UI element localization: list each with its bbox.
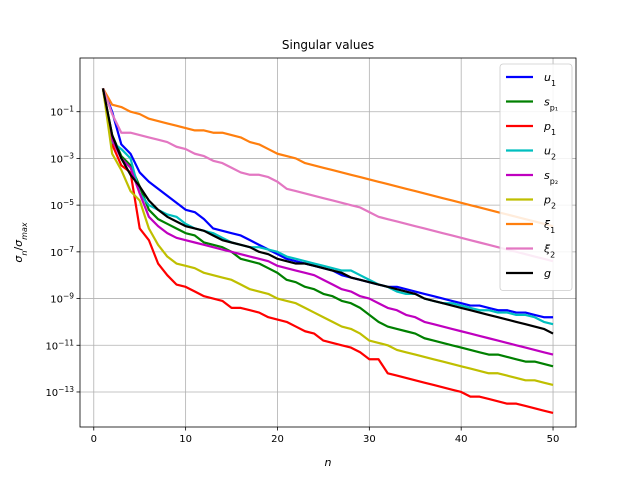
series-line-6 [102,87,554,228]
y-label-numerator-sub: n [20,251,29,256]
legend-label-name: p [543,120,551,133]
x-axis-ticks: 0 10 20 30 40 50 [91,427,560,445]
y-tick-label: 10−11 [45,338,74,353]
grid [80,58,576,427]
y-tick-exponent: −11 [58,338,74,347]
y-tick-base: 10 [50,154,63,165]
legend-label-name: s [544,96,550,109]
legend-box [499,63,573,291]
legend-label-name: u [544,71,551,84]
legend-label-subscript: 2 [551,152,556,161]
y-tick-label: 10−9 [50,291,74,306]
y-tick-label: 10−13 [45,384,74,399]
y-label-numerator: σ [12,255,25,263]
series-line-8 [101,88,554,335]
legend-label-subscript: p₂ [550,177,558,186]
legend-label: u1 [544,71,556,88]
x-tick-label: 20 [271,434,284,445]
legend-label-name: ξ [543,218,551,231]
y-tick-exponent: −3 [63,151,74,160]
series-line-7 [101,87,554,263]
y-tick-label: 10−3 [50,151,74,166]
legend-label-subscript: 1 [551,79,556,88]
y-tick-label: 10−1 [50,104,74,119]
x-axis-label: n [325,456,332,469]
legend-label: p1 [543,120,556,137]
plot-frame [79,57,577,428]
y-tick-exponent: −9 [63,291,74,300]
y-axis-label: σn/σmax [12,222,29,262]
series-line-3 [101,88,554,326]
y-tick-label: 10−5 [50,198,74,213]
y-tick-base: 10 [45,388,58,399]
legend-label: sp₂ [544,169,558,186]
legend-label-subscript: p₁ [550,103,558,112]
legend-label: g [544,267,551,280]
legend-label-name: g [544,267,551,280]
x-tick-label: 10 [179,434,192,445]
x-tick-label: 40 [455,434,468,445]
y-tick-base: 10 [45,341,58,352]
x-tick-label: 0 [91,434,97,445]
series-line-1 [101,88,554,368]
y-tick-exponent: −7 [63,244,74,253]
legend-label: u2 [544,145,556,162]
y-tick-base: 10 [50,201,63,212]
series-line-5 [101,88,554,387]
x-tick-label: 30 [363,434,376,445]
y-tick-base: 10 [50,248,63,259]
y-tick-exponent: −13 [58,384,74,393]
legend-label-name: ξ [543,243,551,256]
legend-label-name: p [543,194,551,207]
legend-label-subscript: 2 [551,201,556,210]
legend-label-subscript: 1 [550,226,555,235]
y-tick-label: 10−7 [50,244,74,259]
legend-label: ξ2 [543,243,555,260]
y-tick-base: 10 [50,295,63,306]
legend-label-name: s [544,169,550,182]
y-tick-exponent: −5 [63,198,74,207]
chart-title: Singular values [282,38,374,52]
legend-label: ξ1 [543,218,555,235]
y-label-denominator-sub: max [20,222,29,240]
x-tick-label: 50 [547,434,560,445]
series-lines [101,87,554,415]
series-line-4 [101,88,554,356]
y-tick-base: 10 [50,108,63,119]
legend-label-subscript: 2 [550,250,555,259]
y-tick-exponent: −1 [63,104,74,113]
legend-label: sp₁ [544,96,558,113]
y-label-slash: / [12,247,25,251]
legend-label: p2 [543,194,556,211]
y-label-denominator: σ [12,239,25,247]
legend-label-name: u [544,145,551,158]
legend-label-subscript: 1 [551,128,556,137]
series-line-2 [101,88,554,415]
